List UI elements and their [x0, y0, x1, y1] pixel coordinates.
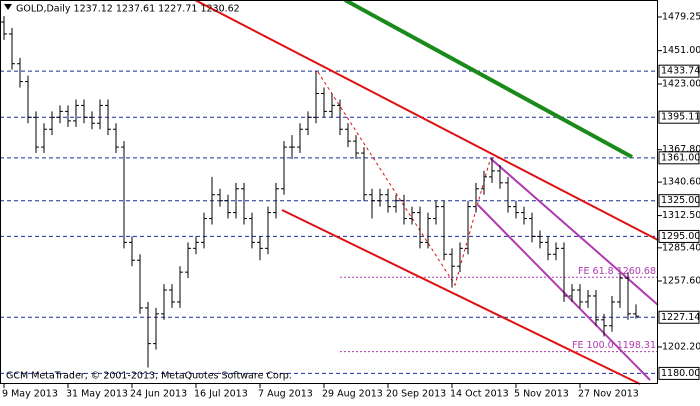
level-label-box [658, 229, 700, 243]
level-label: 1433.74 [661, 66, 700, 77]
fibo-label: FE 61.8 1260.68 [578, 266, 656, 277]
plot-frame [0, 0, 658, 384]
y-tick-label: 1312.50 [662, 210, 700, 221]
level-label-box [658, 151, 700, 165]
level-label-box [658, 194, 700, 208]
fibo-label: FE 100.0 1198.31 [572, 340, 656, 351]
x-tick-label: 14 Oct 2013 [450, 389, 509, 400]
x-tick-label: 27 Nov 2013 [578, 389, 639, 400]
y-tick-label: 1479.25 [662, 11, 700, 22]
x-tick-label: 20 Sep 2013 [386, 389, 446, 400]
y-tick-label: 1285.40 [662, 242, 700, 253]
y-tick-label: 1451.00 [662, 45, 700, 56]
x-tick-label: 7 Aug 2013 [258, 389, 313, 400]
y-tick-label: 1202.20 [662, 341, 700, 352]
level-label: 1325.00 [661, 195, 700, 206]
red-channel-lower [281, 209, 641, 385]
green-trendline [344, 0, 633, 159]
red-channel-upper [194, 0, 659, 241]
x-tick-label: 16 Jul 2013 [194, 389, 248, 400]
level-label: 1295.00 [661, 231, 700, 242]
x-tick-label: 9 May 2013 [2, 389, 58, 400]
y-tick-label: 1340.60 [662, 177, 700, 188]
level-label: 1227.14 [661, 312, 700, 323]
x-tick-label: 5 Nov 2013 [514, 389, 569, 400]
level-label: 1180.00 [661, 368, 700, 379]
x-tick-label: 24 Jun 2013 [130, 389, 187, 400]
purple-line [489, 157, 659, 306]
x-tick-label: 29 Aug 2013 [322, 389, 383, 400]
level-label-box [658, 366, 700, 380]
x-tick-label: 31 May 2013 [66, 389, 128, 400]
menu-icon [4, 4, 12, 10]
y-tick-label: 1257.60 [662, 275, 700, 286]
chart-title: GOLD,Daily 1237.12 1237.61 1227.71 1230.… [16, 4, 240, 15]
footer: GCM MetaTrader, © 2001-2013, MetaQuotes … [6, 371, 292, 382]
fibo-path [317, 71, 491, 287]
level-label-box [658, 110, 700, 124]
level-label-box [658, 64, 700, 78]
level-label: 1395.11 [661, 112, 700, 123]
level-label-box [658, 310, 700, 324]
level-label: 1361.00 [661, 152, 700, 163]
y-tick-label: 1423.00 [662, 78, 700, 89]
y-tick-label: 1367.80 [662, 144, 700, 155]
